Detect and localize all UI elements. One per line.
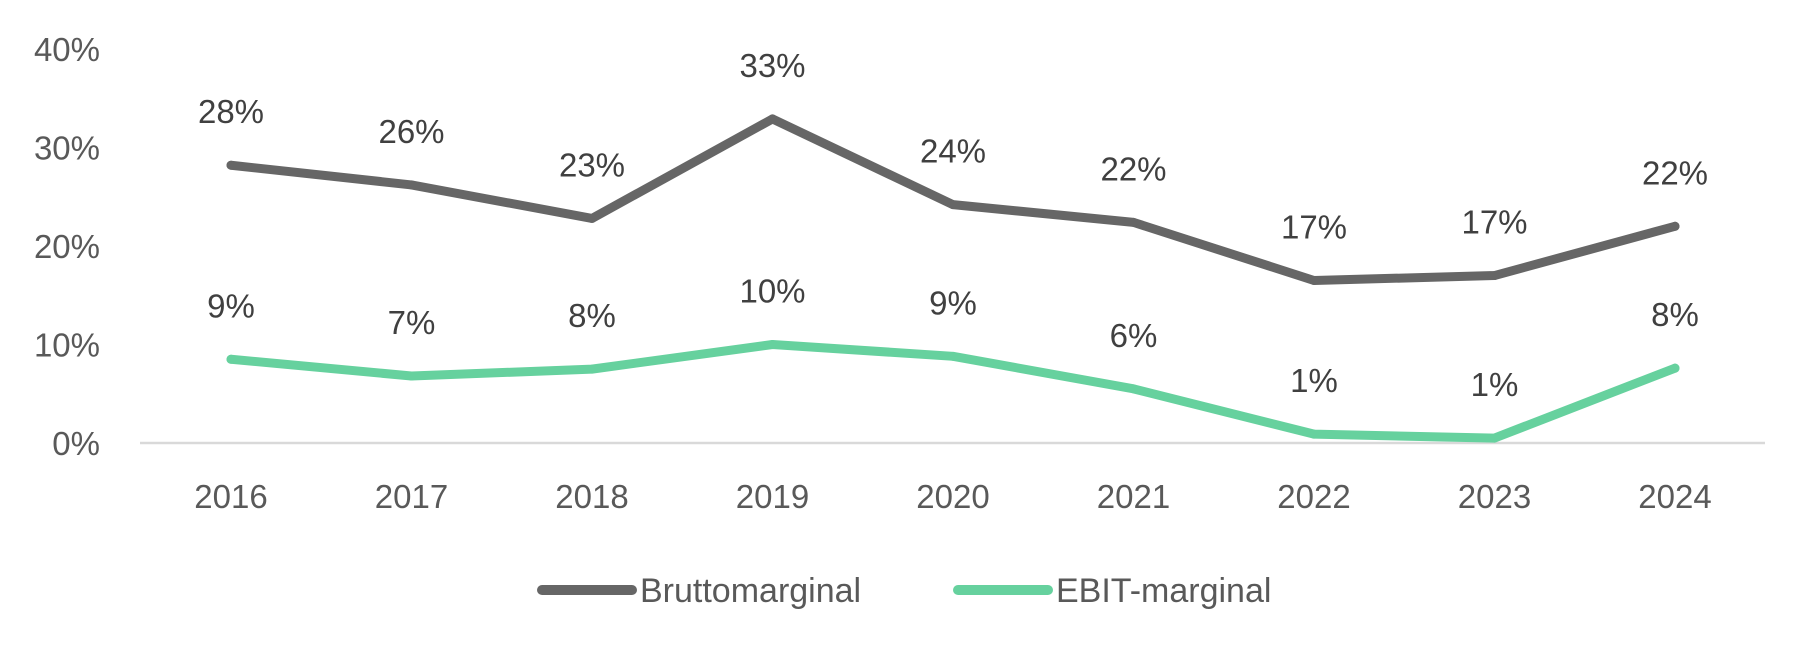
- data-point-ebit-marginal: [587, 364, 597, 374]
- data-point-bruttomarginal: [1309, 275, 1319, 285]
- data-point-bruttomarginal: [226, 160, 236, 170]
- legend-item-bruttomarginal: Bruttomarginal: [537, 572, 861, 610]
- data-label-bruttomarginal: 33%: [739, 47, 805, 84]
- data-point-bruttomarginal: [587, 213, 597, 223]
- data-label-ebit-marginal: 6%: [1110, 317, 1158, 354]
- data-point-ebit-marginal: [948, 351, 958, 361]
- y-tick-label: 0%: [52, 425, 100, 462]
- data-label-bruttomarginal: 28%: [198, 93, 264, 130]
- x-axis: 2016 2017 2018 2019 2020 2021 2022 2023 2024: [194, 478, 1711, 515]
- data-label-ebit-marginal: 8%: [568, 297, 616, 334]
- data-point-ebit-marginal: [1490, 433, 1499, 443]
- data-point-ebit-marginal: [407, 371, 416, 381]
- legend: Bruttomarginal EBIT-marginal: [537, 572, 1271, 610]
- data-label-ebit-marginal: 9%: [207, 287, 255, 324]
- data-point-bruttomarginal: [948, 200, 958, 210]
- x-tick-label: 2022: [1277, 478, 1350, 515]
- data-point-bruttomarginal: [1490, 271, 1499, 281]
- data-label-ebit-marginal: 8%: [1651, 296, 1699, 333]
- data-point-ebit-marginal: [226, 354, 236, 364]
- legend-item-ebit-marginal: EBIT-marginal: [953, 572, 1271, 610]
- data-label-ebit-marginal: 10%: [739, 273, 805, 310]
- data-point-bruttomarginal: [768, 114, 777, 124]
- y-tick-label: 10%: [34, 327, 100, 364]
- x-tick-label: 2017: [375, 478, 448, 515]
- data-label-bruttomarginal: 23%: [559, 146, 625, 183]
- data-label-ebit-marginal: 7%: [388, 304, 436, 341]
- series-layer: [226, 114, 1680, 443]
- data-label-bruttomarginal: 22%: [1642, 154, 1708, 191]
- y-tick-label: 30%: [34, 130, 100, 167]
- y-tick-label: 20%: [34, 228, 100, 265]
- x-tick-label: 2024: [1638, 478, 1711, 515]
- data-point-ebit-marginal: [1129, 384, 1138, 394]
- data-point-ebit-marginal: [1670, 363, 1680, 373]
- data-point-bruttomarginal: [1129, 217, 1138, 227]
- x-tick-label: 2023: [1458, 478, 1531, 515]
- y-axis: 0% 10% 20% 30% 40%: [34, 31, 100, 462]
- x-tick-label: 2020: [916, 478, 989, 515]
- data-label-bruttomarginal: 26%: [378, 113, 444, 150]
- data-label-bruttomarginal: 24%: [920, 133, 986, 170]
- data-label-ebit-marginal: 1%: [1290, 362, 1338, 399]
- data-label-bruttomarginal: 22%: [1100, 150, 1166, 187]
- legend-label-bruttomarginal: Bruttomarginal: [640, 572, 861, 610]
- data-label-ebit-marginal: 9%: [929, 284, 977, 321]
- data-label-bruttomarginal: 17%: [1281, 208, 1347, 245]
- data-point-bruttomarginal: [407, 180, 416, 190]
- x-tick-label: 2019: [736, 478, 809, 515]
- y-tick-label: 40%: [34, 31, 100, 68]
- data-label-bruttomarginal: 17%: [1461, 204, 1527, 241]
- x-tick-label: 2018: [555, 478, 628, 515]
- x-tick-label: 2016: [194, 478, 267, 515]
- x-tick-label: 2021: [1097, 478, 1170, 515]
- data-label-ebit-marginal: 1%: [1471, 366, 1519, 403]
- data-point-ebit-marginal: [1309, 429, 1319, 439]
- data-labels: 28% 26% 23% 33% 24% 22% 17% 17% 22% 9% 7% 8% 10% 9% 6%…: [198, 47, 1708, 403]
- legend-label-ebit-marginal: EBIT-marginal: [1056, 572, 1271, 610]
- data-point-bruttomarginal: [1670, 221, 1680, 231]
- data-point-ebit-marginal: [768, 340, 777, 349]
